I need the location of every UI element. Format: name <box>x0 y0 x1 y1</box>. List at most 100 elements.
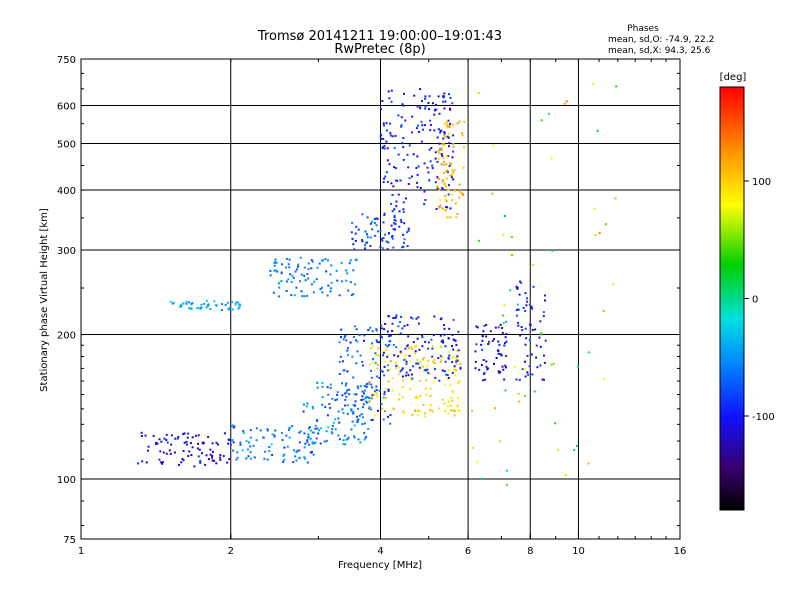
data-point <box>354 240 357 242</box>
data-point <box>446 171 449 173</box>
data-point <box>444 198 447 200</box>
data-point <box>300 273 303 276</box>
data-point <box>386 364 389 367</box>
data-point <box>425 393 428 396</box>
data-point <box>494 326 497 329</box>
data-point <box>271 453 274 456</box>
data-point <box>444 100 447 103</box>
data-point <box>393 222 396 225</box>
data-point <box>446 123 448 126</box>
data-point <box>354 404 356 407</box>
data-point <box>348 388 350 391</box>
data-point <box>517 392 520 395</box>
data-point <box>282 454 285 457</box>
data-point <box>453 414 456 417</box>
data-point <box>409 359 412 362</box>
data-point <box>347 289 350 292</box>
data-point <box>350 231 353 234</box>
data-point <box>370 376 373 379</box>
data-point <box>393 208 396 211</box>
data-point <box>573 449 576 452</box>
data-point <box>416 337 419 340</box>
data-point <box>264 450 267 453</box>
data-point <box>405 360 408 363</box>
data-point <box>161 462 163 465</box>
data-point <box>383 212 386 215</box>
data-point <box>434 108 437 111</box>
data-point <box>219 458 222 461</box>
data-point <box>140 435 143 437</box>
data-point <box>446 177 448 180</box>
data-point <box>443 92 446 95</box>
y-tick-label: 600 <box>57 102 76 113</box>
data-point <box>462 193 465 196</box>
data-point <box>458 120 461 123</box>
data-point <box>331 432 334 435</box>
data-point <box>443 333 446 336</box>
data-point <box>145 461 148 464</box>
data-point <box>355 259 358 262</box>
data-point <box>459 362 462 365</box>
data-point <box>362 406 364 409</box>
data-point <box>446 216 448 219</box>
data-point <box>293 294 296 297</box>
data-point <box>343 335 346 338</box>
data-point <box>182 459 185 462</box>
data-point <box>336 279 339 282</box>
data-point <box>346 389 349 392</box>
data-point <box>378 377 381 379</box>
data-point <box>390 224 393 227</box>
data-point <box>429 119 431 122</box>
data-point <box>165 433 168 436</box>
data-point <box>288 258 291 261</box>
data-point <box>183 432 186 435</box>
data-point <box>321 259 324 262</box>
data-point <box>504 336 507 339</box>
data-point <box>390 100 393 103</box>
data-point <box>310 267 313 270</box>
data-point <box>419 395 422 397</box>
data-point <box>381 239 384 242</box>
data-point <box>388 163 391 166</box>
data-point <box>482 359 485 361</box>
data-point <box>429 387 432 390</box>
data-point <box>368 382 371 385</box>
data-point <box>382 247 384 250</box>
data-point <box>373 221 376 224</box>
data-point <box>427 371 430 374</box>
data-point <box>524 310 527 312</box>
data-point <box>211 459 214 462</box>
data-point <box>291 275 294 277</box>
data-point <box>247 448 249 451</box>
data-point <box>344 398 347 401</box>
data-point <box>443 107 446 110</box>
data-point <box>155 441 158 444</box>
data-point <box>375 224 378 227</box>
data-point <box>337 434 340 437</box>
data-point <box>433 315 436 318</box>
data-point <box>427 102 430 104</box>
data-point <box>207 436 210 438</box>
data-point <box>483 324 486 327</box>
data-point <box>448 354 451 357</box>
data-point <box>431 167 434 170</box>
data-point <box>168 449 171 452</box>
data-point <box>480 364 483 366</box>
data-point <box>359 441 362 444</box>
data-point <box>397 325 400 328</box>
data-point <box>505 366 507 369</box>
data-point <box>165 439 168 441</box>
data-point <box>189 442 192 445</box>
data-point <box>163 437 166 440</box>
data-point <box>302 403 305 406</box>
data-point <box>188 450 191 453</box>
data-point <box>366 401 369 404</box>
data-point <box>420 120 423 123</box>
data-point <box>447 193 450 196</box>
data-point <box>390 182 393 185</box>
data-point <box>401 246 404 249</box>
data-point <box>361 240 364 243</box>
data-point <box>419 360 422 363</box>
data-point <box>399 321 401 323</box>
data-point <box>166 441 169 444</box>
